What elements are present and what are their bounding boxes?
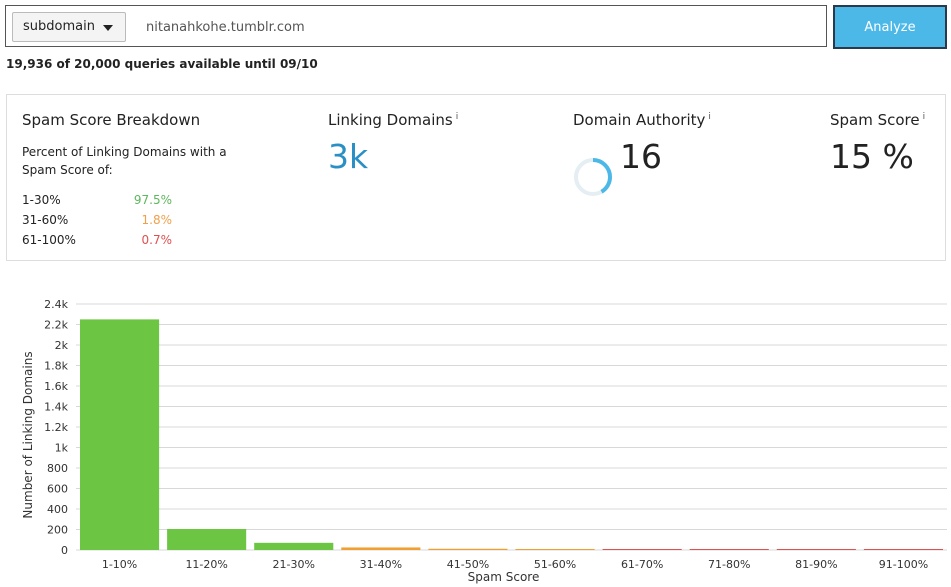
- x-tick-label: 61-70%: [621, 558, 663, 571]
- x-tick-label: 71-80%: [708, 558, 750, 571]
- y-tick-label: 1.6k: [44, 380, 68, 393]
- breakdown-row: 1-30% 97.5%: [22, 193, 172, 211]
- bar: [167, 528, 247, 550]
- linking-domains-value: 3k: [328, 137, 369, 176]
- breakdown-row-value: 0.7%: [141, 233, 173, 247]
- spam-score-bar-chart: 0 200 400 600 800 1k 1.2k 1.4k 1.6k 1.8k 2k 2.2k 2.4…: [21, 298, 947, 584]
- x-tick-label: 1-10%: [102, 558, 137, 571]
- breakdown-row-value: 97.5%: [133, 193, 172, 207]
- scope-select-value: subdomain: [23, 19, 95, 34]
- breakdown-row-label: 61-100%: [22, 233, 76, 247]
- breakdown-row: 61-100% 0.7%: [22, 233, 172, 251]
- breakdown-row-value: 1.8%: [141, 213, 173, 227]
- breakdown-row-label: 31-60%: [22, 213, 69, 227]
- quota-text: 19,936 of 20,000 queries available until…: [6, 57, 318, 71]
- linking-domains-metric: Linking Domains i 3k: [328, 111, 458, 176]
- y-tick-label: 800: [47, 462, 68, 475]
- spam-score-title: Spam Score i: [830, 111, 926, 129]
- analyze-button[interactable]: Analyze: [833, 5, 947, 49]
- y-tick-label: 400: [47, 503, 68, 516]
- x-tick-label: 41-50%: [447, 558, 489, 571]
- bar: [776, 549, 856, 550]
- y-tick-label: 2.4k: [44, 298, 68, 311]
- x-tick-label: 11-20%: [185, 558, 227, 571]
- y-tick-label: 1k: [55, 442, 69, 455]
- spam-score-value: 15 %: [830, 137, 914, 176]
- search-bar: subdomain: [5, 5, 827, 47]
- caret-down-icon: [103, 25, 113, 31]
- y-tick-label: 1.2k: [44, 421, 68, 434]
- y-tick-label: 2.2k: [44, 319, 68, 332]
- bar: [341, 547, 421, 550]
- info-icon[interactable]: i: [455, 112, 459, 122]
- y-tick-label: 1.8k: [44, 360, 68, 373]
- x-tick-label: 21-30%: [273, 558, 315, 571]
- breakdown-description: Percent of Linking Domains with a Spam S…: [22, 145, 227, 177]
- y-tick-label: 0: [61, 544, 68, 557]
- domain-authority-ring-icon: [574, 158, 612, 196]
- y-tick-label: 600: [47, 483, 68, 496]
- breakdown-row-label: 1-30%: [22, 193, 61, 207]
- linking-domains-title: Linking Domains i: [328, 111, 459, 129]
- y-tick-label: 1.4k: [44, 401, 68, 414]
- x-tick-label: 81-90%: [795, 558, 837, 571]
- bar: [80, 319, 160, 550]
- bar: [515, 549, 595, 550]
- info-icon[interactable]: i: [708, 112, 711, 122]
- x-tick-label: 31-40%: [360, 558, 402, 571]
- domain-authority-title: Domain Authority i: [573, 111, 711, 129]
- info-icon[interactable]: i: [922, 112, 926, 122]
- bar: [863, 549, 943, 550]
- bar: [254, 542, 334, 550]
- x-tick-label: 51-60%: [534, 558, 576, 571]
- breakdown-title: Spam Score Breakdown: [22, 111, 201, 129]
- x-axis-title: Spam Score: [468, 570, 540, 584]
- x-tick-label: 91-100%: [879, 558, 928, 571]
- bar: [689, 549, 769, 550]
- y-tick-label: 200: [47, 524, 68, 537]
- y-axis-title: Number of Linking Domains: [21, 351, 35, 518]
- domain-authority-value: 16: [620, 137, 662, 176]
- breakdown-row: 31-60% 1.8%: [22, 213, 172, 231]
- scope-select[interactable]: subdomain: [12, 12, 126, 42]
- bar: [602, 549, 682, 550]
- bar: [428, 548, 508, 550]
- y-tick-label: 2k: [55, 339, 69, 352]
- url-input[interactable]: [146, 12, 816, 42]
- spam-score-metric: Spam Score i 15 %: [830, 111, 925, 176]
- domain-authority-metric: Domain Authority i 16: [573, 111, 711, 196]
- metrics-panel: Spam Score Breakdown Percent of Linking …: [6, 94, 946, 261]
